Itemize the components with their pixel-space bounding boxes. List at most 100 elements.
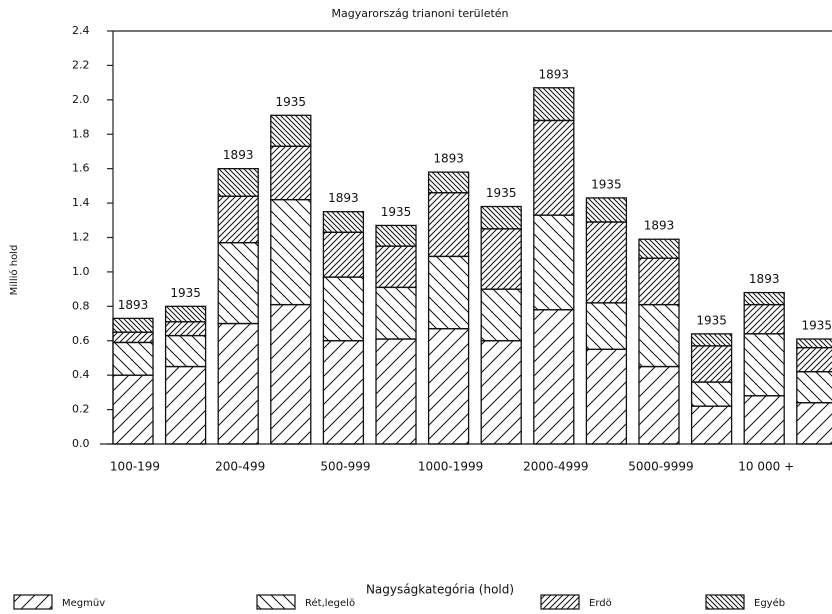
bar-label: 1935 [486,186,517,200]
bar-segment [112,341,154,376]
bar-segment [743,333,785,397]
x-tick-label: 10 000 + [738,460,794,474]
bar-label: 1935 [170,286,201,300]
y-tick-label: 1.4 [72,196,90,209]
bar-segment [480,288,522,342]
y-tick-label: 0.8 [72,299,90,312]
x-tick-label: 100-199 [110,460,160,474]
bar-segment [322,211,365,233]
y-tick-label: 1.0 [72,265,90,278]
legend-swatch [540,594,580,610]
legend-label: Megmüv [62,598,105,609]
bar-segment [270,303,312,445]
bar-label: 1893 [328,191,359,205]
bar-segment [375,338,417,445]
chart-title: Magyarország trianoni területén [331,7,508,20]
bar-segment [112,374,154,445]
bar-label: 1893 [118,298,149,312]
bar-segment [533,87,575,122]
bar-segment [585,348,628,445]
y-tick-label: 0.2 [72,403,90,416]
bar-segment [796,402,832,445]
bar-segment [638,365,680,445]
bar-segment [427,171,470,194]
y-tick-label: 2.0 [72,93,90,106]
bar-segment [480,205,522,230]
bar-segment [217,168,259,197]
x-tick-label: 2000-4999 [523,460,588,474]
x-tick-label: 1000-1999 [418,460,483,474]
legend-swatch [256,594,296,610]
bar-segment [217,195,259,244]
bar-label: 1935 [276,95,307,109]
bar-segment [796,346,832,373]
y-tick-label: 0.0 [72,437,90,450]
legend-swatch [705,594,745,610]
bar-segment [217,242,259,325]
y-axis-label: Millió hold [8,245,20,296]
bar-segment [690,345,733,383]
bar-segment [164,305,207,323]
y-tick-label: 1.8 [72,127,90,140]
bar-segment [375,286,417,340]
bar-label: 1935 [696,313,727,327]
bar-segment [638,303,680,368]
y-tick-label: 1.2 [72,231,90,244]
bar-label: 1935 [802,319,832,333]
legend-label: Rét,legelö [305,597,355,609]
bar-segment [796,338,832,349]
y-tick-label: 2.2 [72,58,90,71]
bar-label: 1893 [749,272,780,286]
bar-segment [796,371,832,404]
x-tick-label: 500-999 [320,460,370,474]
bar-segment [270,114,312,147]
bar-segment [427,255,470,330]
bar-segment [322,340,365,445]
bar-segment [585,302,628,351]
bar-segment [690,381,733,407]
bar-segment [743,395,785,445]
x-tick-label: 5000-9999 [628,460,693,474]
bar-segment [533,309,575,445]
legend-label: Egyéb [754,597,785,609]
bar-segment [690,405,733,445]
bar-segment [322,231,365,278]
x-tick-label: 200-499 [215,460,265,474]
bar-segment [164,321,207,337]
y-tick-label: 0.6 [72,334,90,347]
bar-segment [585,221,628,304]
bar-segment [533,119,575,216]
bar-segment [375,245,417,289]
bar-segment [427,328,470,445]
bar-segment [638,238,680,259]
legend-label: Erdö [589,598,612,609]
bar-segment [480,228,522,290]
x-axis-label: Nagyságkategória (hold) [366,583,514,597]
bar-segment [164,334,207,368]
bar-segment [743,303,785,335]
y-tick-label: 2.4 [72,24,90,37]
bar-segment [112,331,154,344]
bar-label: 1893 [644,219,675,233]
bar-segment [375,224,417,247]
bar-segment [638,257,680,306]
bar-segment [743,291,785,306]
bar-segment [217,322,259,445]
bar-segment [585,197,628,223]
bar-segment [112,317,154,333]
bar-label: 1935 [591,177,622,191]
y-tick-label: 1.6 [72,162,90,175]
bar-segment [322,276,365,342]
bar-segment [427,192,470,258]
bar-label: 1893 [223,148,254,162]
bar-label: 1935 [381,205,412,219]
bar-segment [480,340,522,445]
y-tick-label: 0.4 [72,368,90,381]
bar-label: 1893 [539,67,570,81]
bar-label: 1893 [433,152,464,166]
bar-segment [270,145,312,201]
legend-swatch [13,594,53,610]
bar-segment [533,214,575,311]
bar-segment [690,333,733,347]
